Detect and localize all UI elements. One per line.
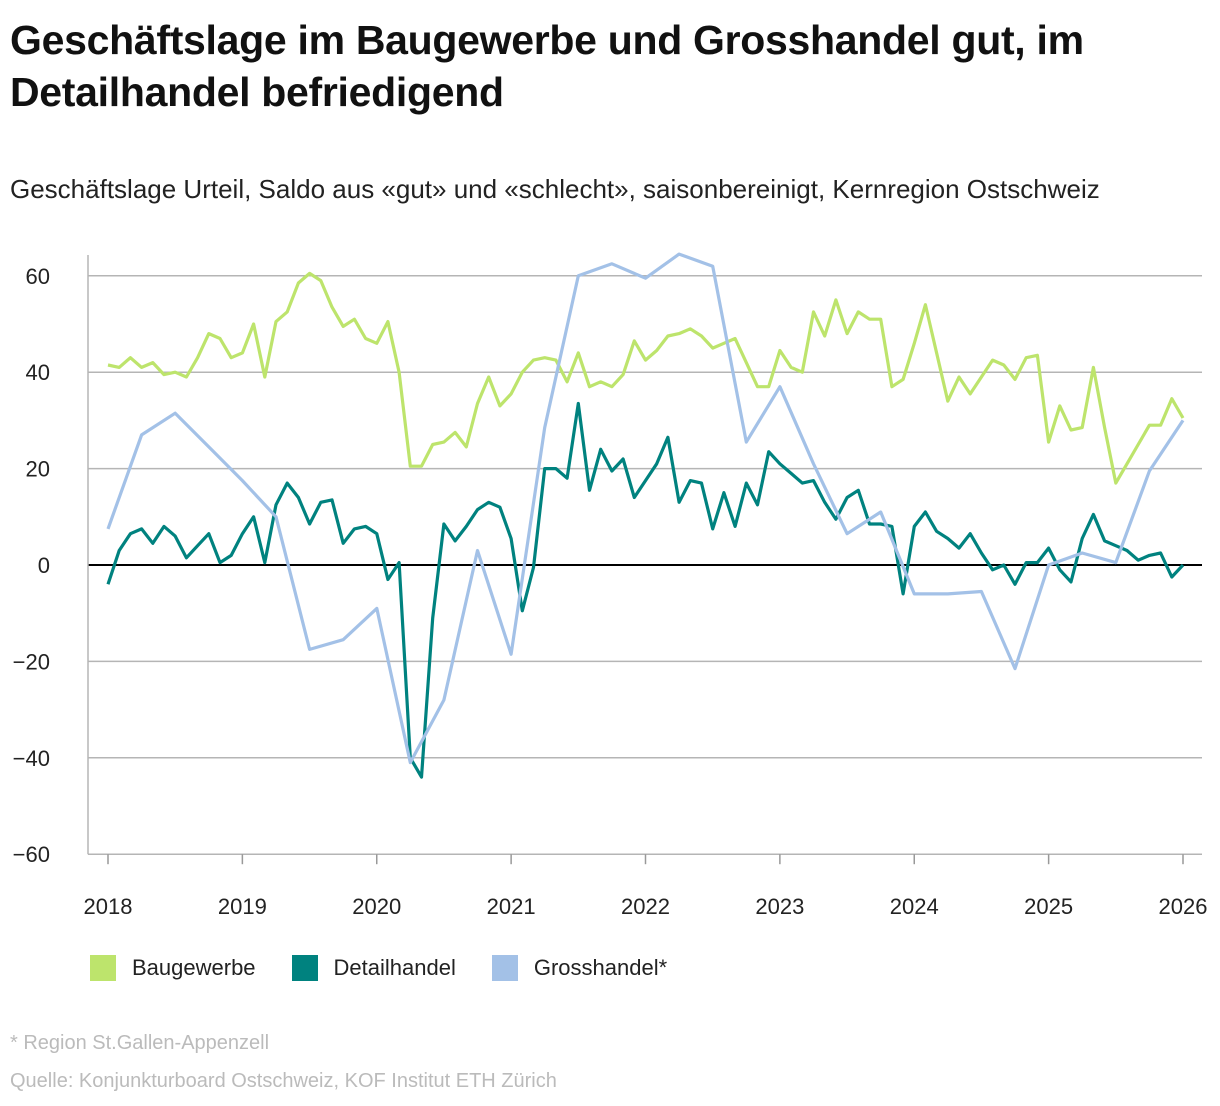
- x-tick-label: 2018: [84, 894, 133, 919]
- chart-subtitle: Geschäftslage Urteil, Saldo aus «gut» un…: [10, 174, 1100, 204]
- legend-label: Baugewerbe: [132, 955, 256, 980]
- y-tick-label: −60: [13, 842, 50, 867]
- x-tick-label: 2025: [1024, 894, 1073, 919]
- x-tick-label: 2020: [352, 894, 401, 919]
- y-tick-label: 60: [26, 264, 50, 289]
- legend-item-detailhandel: Detailhandel: [291, 955, 456, 981]
- x-tick-label: 2024: [890, 894, 939, 919]
- series-line-grosshandel: [106, 252, 1185, 765]
- line-chart: 60 40 20 0 −20 −40 −60 2018 2019 2020 2021 2022 2023…: [13, 252, 1208, 919]
- chart-title: Geschäftslage im Baugewerbe und Grosshan…: [10, 17, 1084, 115]
- y-tick-label: 20: [26, 457, 50, 482]
- legend: Baugewerbe Detailhandel Grosshandel*: [90, 955, 667, 981]
- x-tick-label: 2022: [621, 894, 670, 919]
- x-tick-label: 2019: [218, 894, 267, 919]
- y-tick-label: 40: [26, 360, 50, 385]
- y-tick-label: −40: [13, 746, 50, 771]
- x-tick-label: 2021: [487, 894, 536, 919]
- x-tick-label: 2023: [755, 894, 804, 919]
- axes: 60 40 20 0 −20 −40 −60 2018 2019 2020 2021 2022 2023…: [13, 255, 1208, 919]
- legend-swatch: [291, 955, 318, 981]
- legend-swatch: [90, 955, 116, 981]
- series-line-baugewerbe: [107, 271, 1185, 485]
- series-line-detailhandel: [106, 401, 1185, 779]
- legend-label: Grosshandel*: [533, 955, 668, 980]
- grid: [88, 275, 1202, 855]
- y-tick-label: −20: [13, 649, 50, 674]
- series-lines: [106, 252, 1185, 779]
- x-tick-label: 2026: [1159, 894, 1208, 919]
- legend-label: Detailhandel: [333, 955, 456, 980]
- legend-item-grosshandel: Grosshandel*: [491, 955, 668, 981]
- legend-item-baugewerbe: Baugewerbe: [90, 955, 256, 981]
- source-note: Quelle: Konjunkturboard Ostschweiz, KOF …: [10, 1070, 557, 1092]
- y-tick-label: 0: [38, 553, 50, 578]
- legend-swatch: [491, 955, 518, 981]
- footnote: * Region St.Gallen-Appenzell: [10, 1032, 270, 1054]
